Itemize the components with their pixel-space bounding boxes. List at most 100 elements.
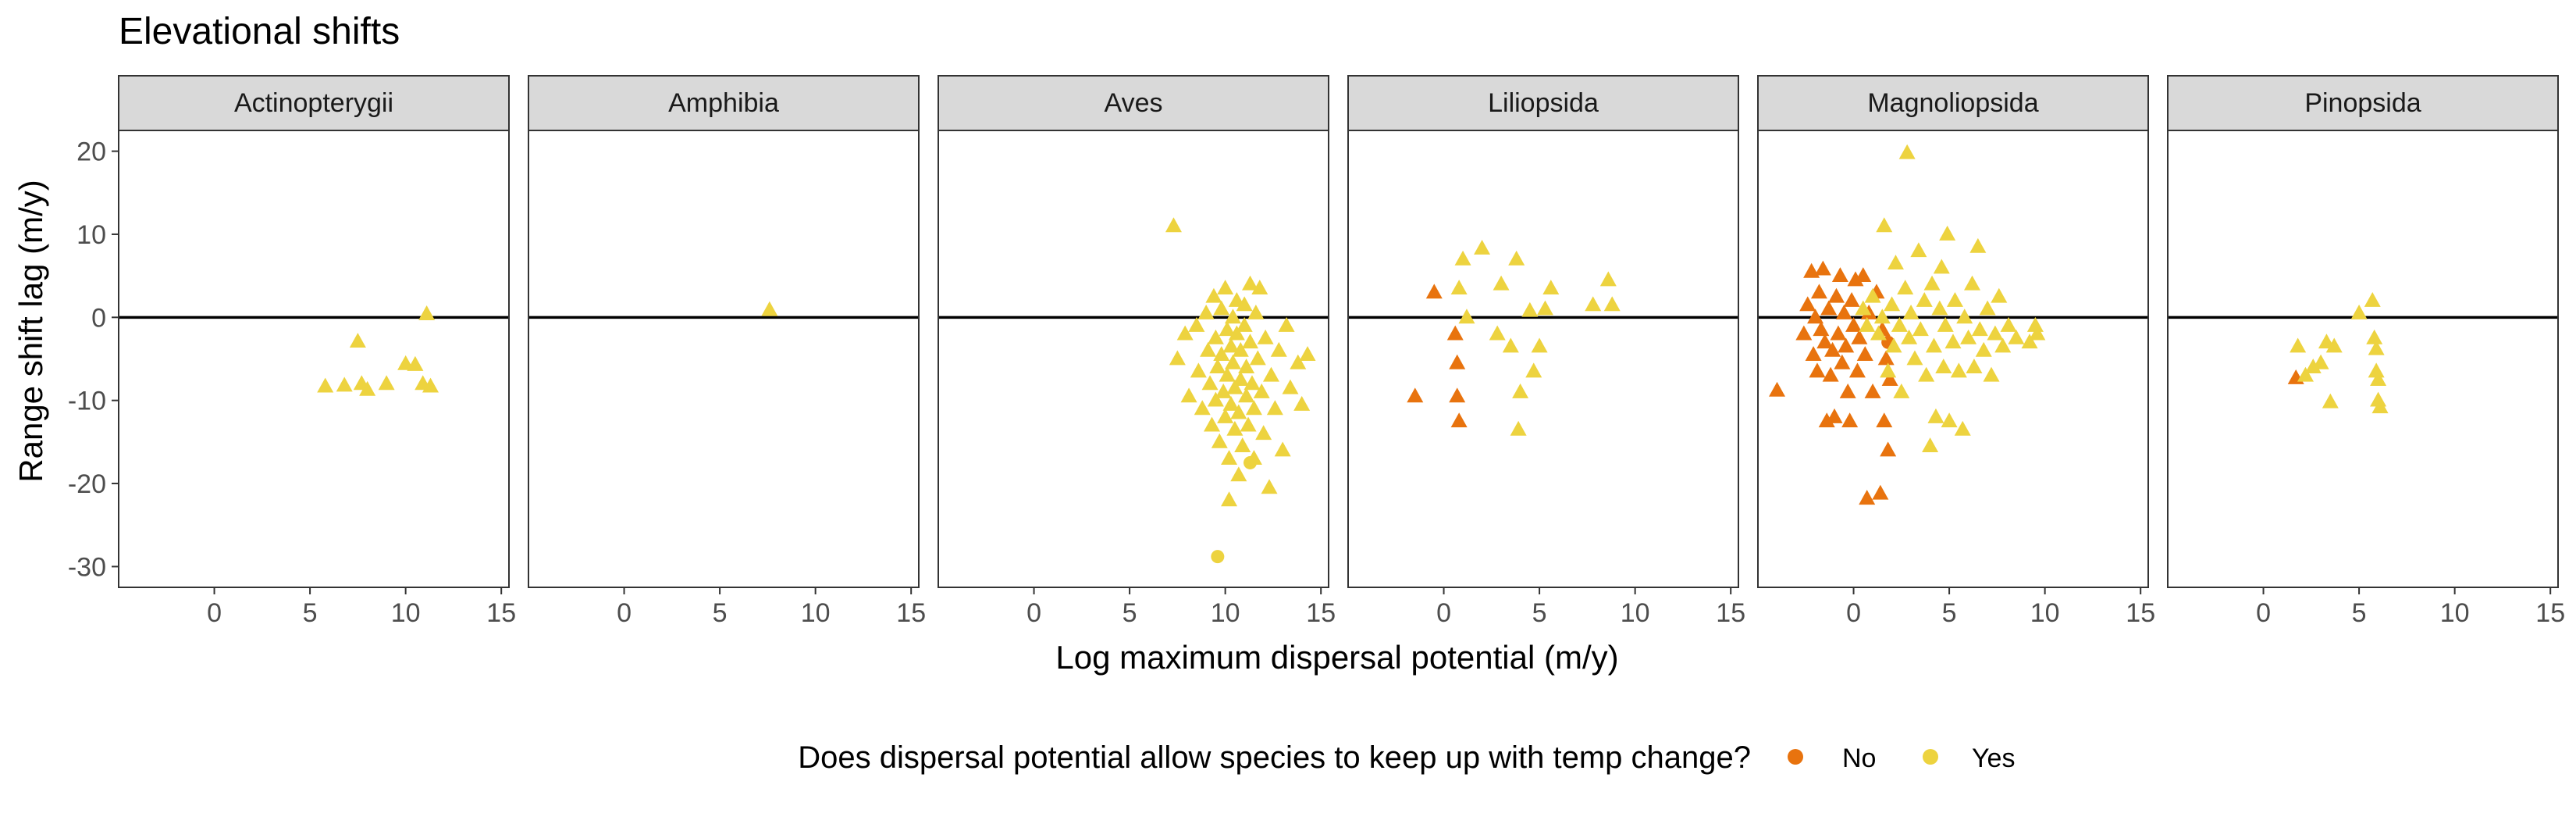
data-point (1585, 296, 1602, 312)
facet-strip-label: Magnoliopsida (1867, 88, 2038, 118)
data-point (1407, 387, 1424, 403)
data-point (1931, 300, 1948, 316)
x-tick-label: 0 (1026, 598, 1041, 628)
data-point (378, 375, 395, 391)
data-point (1257, 329, 1274, 344)
facet-panel-liliopsida: Liliopsida 0 5 10 15 (1347, 75, 1745, 628)
facet-strip-label: Pinopsida (2304, 88, 2421, 118)
y-tick-label: 0 (91, 303, 106, 333)
data-point (1211, 433, 1228, 448)
data-point (1531, 337, 1548, 353)
facet-panel-magnoliopsida: Magnoliopsida 0 5 10 15 (1757, 75, 2155, 628)
y-tick-label: -10 (68, 387, 106, 416)
data-point (1916, 292, 1933, 307)
data-point (2350, 304, 2368, 319)
data-point (1176, 325, 1194, 341)
data-point (1841, 412, 1859, 428)
data-point (1847, 271, 1864, 287)
data-point (1901, 329, 1918, 344)
data-point (1251, 280, 1268, 294)
facet-plot-area (119, 130, 509, 587)
data-point (1232, 371, 1249, 386)
data-point (1222, 337, 1240, 353)
data-point (418, 305, 436, 320)
data-point (1508, 250, 1525, 266)
data-point (1838, 337, 1855, 353)
x-tick-label: 0 (2256, 598, 2271, 628)
data-point (1831, 267, 1848, 283)
data-point (1816, 334, 1834, 349)
x-tick-label: 5 (2352, 598, 2367, 628)
data-point (1818, 412, 1835, 428)
data-point (1217, 408, 1234, 423)
data-point (2325, 337, 2343, 353)
facet-border (2167, 130, 2559, 588)
data-point (1827, 287, 1845, 303)
data-point (1240, 416, 1257, 432)
data-point (1203, 416, 1220, 432)
data-point (1244, 375, 1261, 391)
data-point (1975, 341, 1992, 357)
facet-border (118, 130, 510, 588)
data-point (1876, 217, 1893, 233)
data-point (1249, 350, 1266, 366)
facet-border (1347, 130, 1739, 588)
data-point (1219, 321, 1236, 337)
data-point (2364, 292, 2381, 307)
data-point (1814, 260, 1831, 276)
data-point (1510, 420, 1527, 436)
legend-key-yes (1923, 749, 1938, 765)
data-point (1902, 304, 1920, 319)
data-point (1290, 354, 1307, 369)
data-point (1450, 412, 1468, 428)
data-point (1994, 337, 2012, 353)
data-point (1855, 267, 1872, 283)
x-tick-label: 0 (1846, 598, 1861, 628)
data-point (1881, 371, 1898, 386)
data-point (1525, 362, 1542, 378)
facet-plot-area (2168, 130, 2558, 587)
data-point (1200, 341, 1217, 357)
data-point (1848, 362, 1866, 378)
data-point (1906, 350, 1923, 366)
data-point (1236, 296, 1253, 312)
data-point (1830, 325, 1847, 341)
data-point (1226, 379, 1244, 394)
data-point (1987, 325, 2004, 341)
legend-label-yes: Yes (1972, 744, 2015, 773)
data-point (1226, 420, 1244, 436)
data-point (1213, 300, 1230, 316)
data-point (1219, 366, 1236, 382)
data-point (1795, 325, 1813, 341)
x-tick-label: 15 (1306, 598, 1336, 628)
data-point (1960, 329, 1977, 344)
data-point (2304, 358, 2322, 374)
data-point (1425, 284, 1443, 299)
x-tick-label: 15 (2535, 598, 2565, 628)
data-point (1864, 287, 1881, 303)
data-point (1228, 325, 1245, 341)
data-point (1887, 255, 1904, 270)
y-tick-label: 20 (76, 137, 106, 167)
data-point (1845, 316, 1863, 332)
data-point (1450, 280, 1468, 294)
legend: Does dispersal potential allow species t… (798, 740, 2015, 775)
data-point (1262, 366, 1279, 382)
data-point (2368, 362, 2385, 378)
x-tick-label: 5 (1123, 598, 1137, 628)
data-point (407, 355, 424, 371)
data-point (2000, 316, 2017, 332)
data-point (1221, 491, 1238, 507)
x-tick-label: 15 (1716, 598, 1745, 628)
data-point (1918, 366, 1935, 382)
data-point (2366, 329, 2383, 344)
x-tick-label: 5 (713, 598, 728, 628)
data-point (1493, 275, 1510, 291)
facet-strip (528, 75, 920, 131)
data-point (2026, 316, 2044, 332)
x-tick-label: 15 (486, 598, 516, 628)
data-point (1236, 316, 1253, 332)
facet-plot-area (528, 130, 919, 587)
x-tick-label: 5 (1532, 598, 1547, 628)
